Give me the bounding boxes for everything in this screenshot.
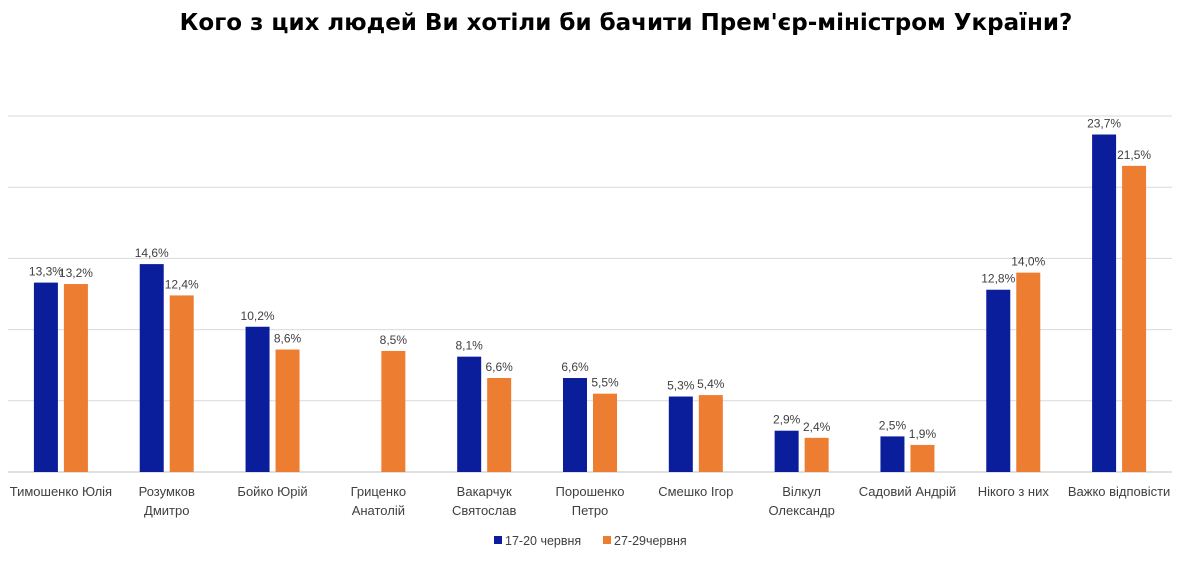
- chart-title: Кого з цих людей Ви хотіли би бачити Пре…: [180, 10, 1073, 36]
- bar-series1: [33, 282, 58, 472]
- gridlines: [8, 115, 1172, 473]
- data-label: 5,3%: [667, 379, 695, 393]
- legend-label: 17-20 червня: [505, 534, 581, 548]
- category-label: Важко відповісти: [1068, 484, 1170, 499]
- bar-series2: [804, 437, 829, 472]
- data-labels: 13,3%13,2%14,6%12,4%10,2%8,6% 8,5% 8,1%6,6…: [29, 117, 1152, 441]
- legend-label: 27-29червня: [614, 534, 687, 548]
- data-label: 21,5%: [1117, 148, 1151, 162]
- data-label: 6,6%: [486, 360, 514, 374]
- data-label: 5,5%: [591, 376, 619, 390]
- legend-swatch: [603, 536, 611, 544]
- bar-series1: [774, 430, 799, 472]
- bar-series1: [457, 356, 482, 472]
- bar-series1: [245, 326, 270, 472]
- data-label: 5,4%: [697, 377, 725, 391]
- category-label: Вакарчук Святослав: [452, 484, 517, 518]
- data-label: 2,9%: [773, 413, 801, 427]
- bar-series2: [169, 295, 194, 472]
- legend: 17-20 червня 27-29червня: [494, 534, 687, 548]
- bar-series2: [1016, 272, 1041, 472]
- data-label: 23,7%: [1087, 117, 1121, 131]
- category-label: Тимошенко Юлія: [10, 484, 112, 499]
- bar-series1: [139, 264, 164, 472]
- data-label: 12,8%: [981, 272, 1015, 286]
- data-label: 10,2%: [241, 309, 275, 323]
- bar-series2: [698, 395, 723, 472]
- category-label: Вілкул Олександр: [768, 484, 834, 518]
- data-label: 2,4%: [803, 420, 831, 434]
- category-label: Порошенко Петро: [556, 484, 625, 518]
- bar-series2: [63, 284, 88, 472]
- data-label: 8,1%: [456, 339, 484, 353]
- category-labels: Тимошенко Юлія Розумков Дмитро Бойко Юрій Гр…: [10, 484, 1171, 518]
- data-label: 6,6%: [561, 360, 589, 374]
- bar-series1: [880, 436, 905, 472]
- bar-series2: [275, 349, 300, 472]
- data-label: 2,5%: [879, 418, 907, 432]
- bar-series1: [563, 378, 587, 472]
- bar-series2: [487, 378, 512, 472]
- category-label: Нікого з них: [978, 484, 1050, 499]
- category-label: Садовий Андрій: [859, 484, 956, 499]
- legend-swatch: [494, 536, 502, 544]
- category-label: Смешко Ігор: [658, 484, 733, 499]
- category-label: Гриценко Анатолій: [351, 484, 407, 518]
- data-label: 13,2%: [59, 266, 93, 280]
- data-label: 14,6%: [135, 246, 169, 260]
- data-label: 13,3%: [29, 265, 63, 279]
- data-label: 1,9%: [909, 427, 937, 441]
- category-label: Бойко Юрій: [237, 484, 307, 499]
- bar-series2: [910, 444, 935, 472]
- bar-series1: [1092, 134, 1117, 472]
- category-label: Розумков Дмитро: [139, 484, 195, 518]
- bars: [33, 134, 1147, 472]
- bar-series2: [593, 393, 617, 472]
- data-label: 12,4%: [165, 277, 199, 291]
- data-label: 8,5%: [380, 333, 408, 347]
- bar-series1: [986, 289, 1011, 472]
- bar-series2: [1122, 165, 1147, 472]
- data-label: 8,6%: [274, 332, 302, 346]
- bar-series2: [381, 350, 406, 472]
- bar-series1: [668, 396, 693, 472]
- data-label: 14,0%: [1011, 255, 1045, 269]
